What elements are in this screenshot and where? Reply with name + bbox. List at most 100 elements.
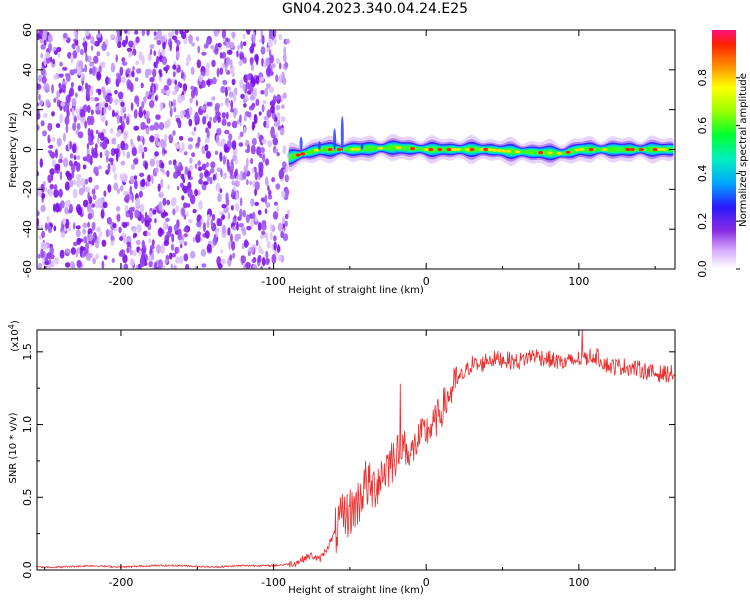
heatmap-noise-cell [141,239,145,249]
heatmap-noise-cell [257,254,262,263]
heatmap-noise-cell [104,150,110,157]
heatmap-noise-cell [136,246,139,252]
heatmap-noise-cell [285,38,291,45]
heatmap-noise-cell [172,130,176,136]
heatmap-ytick-label: -40 [21,220,34,238]
heatmap-noise-cell [201,163,207,171]
heatmap-noise-cell [151,239,155,246]
heatmap-noise-cell [259,234,264,240]
heatmap-noise-cell [87,127,91,138]
heatmap-noise-cell [49,183,55,190]
heatmap-noise-cell [89,62,94,67]
heatmap-noise-cell [104,102,109,108]
heatmap-noise-cell [85,242,90,251]
colorbar-tick-label: 0.0 [696,260,709,278]
heatmap-noise-cell [189,157,193,164]
heatmap-noise-cell [146,181,151,187]
heatmap-noise-cell [274,249,279,256]
heatmap-noise-cell [158,201,163,212]
colorbar: 0.0 0.2 0.4 0.6 0.8 Normalized spectral ampl… [696,30,749,278]
heatmap-noise-cell [158,75,162,82]
heatmap-noise-cell [211,59,216,68]
heatmap-noise-cell [271,99,276,107]
heatmap-noise-cell [200,105,206,111]
snr-ytick-label: 0.5 [21,489,34,507]
heatmap-noise-cell [73,179,77,186]
heatmap-noise-cell [131,163,135,170]
heatmap-noise-cell [87,212,93,220]
heatmap-noise-cell [139,172,145,177]
heatmap-noise-cell [252,264,258,269]
heatmap-noise-cell [196,60,201,68]
heatmap-noise-cell [135,60,140,66]
heatmap-noise-cell [155,167,159,174]
heatmap-noise-cell [65,199,71,207]
heatmap-xtick-label: -100 [261,275,286,288]
heatmap-noise-cell [173,106,177,113]
heatmap-noise-cell [154,151,159,157]
heatmap-noise-cell [115,54,118,63]
heatmap-noise-cell [234,233,240,242]
heatmap-noise-cell [126,241,131,246]
heatmap-noise-cell [77,131,84,139]
heatmap-noise-cell [76,178,82,188]
heatmap-noise-cell [134,30,139,35]
heatmap-noise-cell [261,35,265,45]
heatmap-noise-cell [65,248,69,254]
heatmap-noise-cell [272,137,279,146]
heatmap-noise-cell [278,169,284,180]
heatmap-noise-cell [232,252,236,259]
heatmap-noise-cell [81,252,85,258]
heatmap-noise-cell [275,104,281,111]
heatmap-noise-cell [116,144,121,149]
heatmap-noise-cell [261,223,267,231]
heatmap-noise-cell [255,98,260,106]
heatmap-noise-cell [158,122,165,131]
heatmap-noise-cell [262,154,266,163]
heatmap-noise-cell [129,210,134,220]
heatmap-noise-cell [117,129,122,137]
heatmap-noise-cell [98,65,102,73]
heatmap-noise-cell [244,239,248,249]
heatmap-noise-cell [206,175,210,182]
heatmap-noise-cell [260,265,263,269]
heatmap-noise-cell [130,102,134,111]
heatmap-noise-cell [246,157,249,168]
heatmap-noise-cell [181,195,185,201]
heatmap-noise-cell [183,233,188,238]
heatmap-noise-cell [230,99,234,110]
heatmap-noise-cell [285,188,290,196]
heatmap-ytick-label: 0 [21,146,34,153]
colorbar-tick-label: 0.4 [696,165,709,183]
heatmap-noise-cell [231,71,236,78]
heatmap-noise-cell [250,198,255,207]
heatmap-noise-cell [205,62,210,71]
heatmap-noise-cell [179,182,184,188]
heatmap-noise-cell [217,42,222,48]
heatmap-noise-cell [48,187,53,197]
heatmap-noise-cell [69,179,74,188]
heatmap-noise-cell [178,81,181,88]
heatmap-noise-cell [50,260,55,268]
heatmap-noise-cell [47,174,51,183]
heatmap-noise-cell [221,51,227,59]
heatmap-noise-cell [224,146,230,153]
heatmap-noise-cell [173,264,177,269]
heatmap-noise-cell [229,254,233,261]
heatmap-noise-cell [170,197,176,207]
heatmap-noise-cell [154,95,158,101]
heatmap-noise-cell [84,64,88,73]
heatmap-noise-cell [122,254,128,264]
heatmap-noise-cell [90,45,94,51]
heatmap-noise-cell [194,111,199,122]
heatmap-band-peak [501,149,507,153]
heatmap-noise-cell [235,191,239,201]
heatmap-noise-cell [181,142,185,152]
heatmap-noise-cell [95,129,99,135]
heatmap-noise-cell [198,178,203,185]
heatmap-noise-cell [62,157,69,168]
heatmap-noise-cell [203,181,209,186]
heatmap-noise-cell [53,189,59,198]
heatmap-noise-cell [253,87,258,98]
heatmap-noise-cell [184,166,188,175]
